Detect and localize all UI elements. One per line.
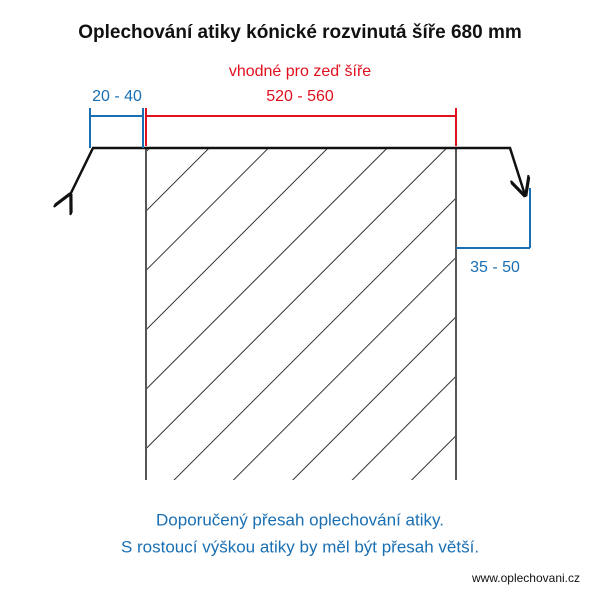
left-overhang: 20 - 40 [92,88,142,105]
title: Oplechování atiky kónické rozvinutá šíře… [78,22,522,43]
flashing [70,146,525,195]
wall-dimension [145,108,457,146]
right-overhang: 35 - 50 [470,259,520,276]
caption-line: Doporučený přesah oplechování atiky. [156,510,444,529]
wall-width: 520 - 560 [266,88,334,105]
left-dimension [89,108,144,148]
wall-hatch [146,148,456,480]
right-dimension [456,188,531,249]
caption-line: S rostoucí výškou atiky by měl být přesa… [121,537,479,556]
website: www.oplechovani.cz [471,571,580,585]
wall-label: vhodné pro zeď šíře [229,63,371,80]
